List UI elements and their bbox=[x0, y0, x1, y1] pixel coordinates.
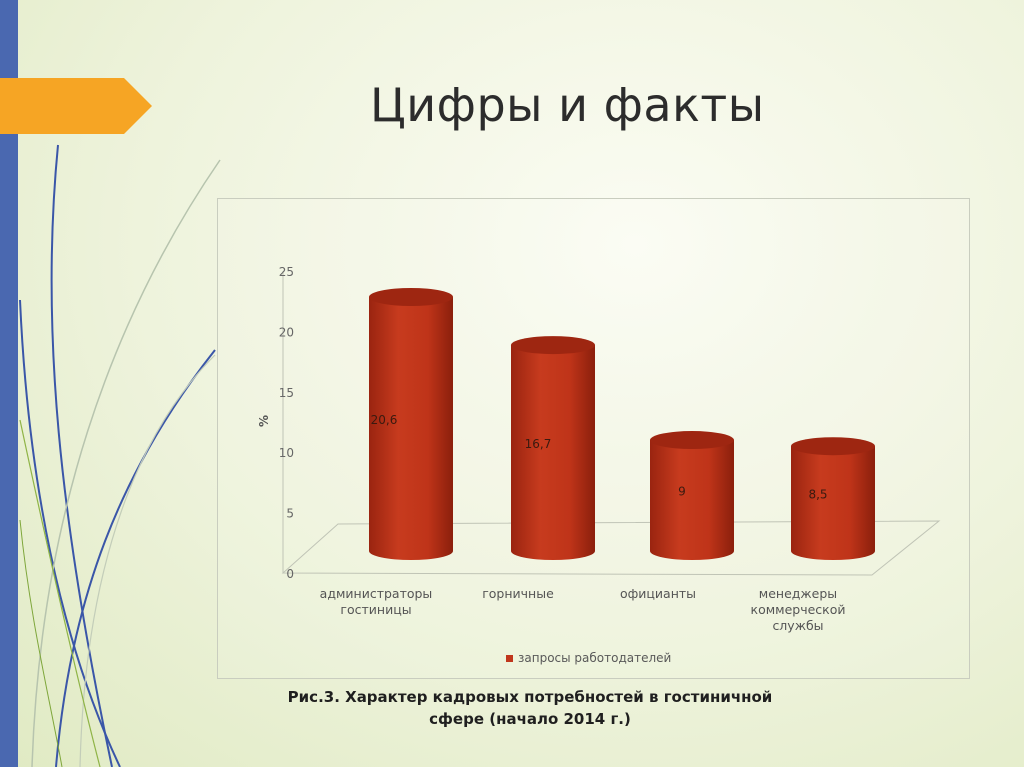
bar-body bbox=[511, 345, 595, 560]
bar-top-cap bbox=[791, 437, 875, 456]
figure-caption: Рис.3. Характер кадровых потребностей в … bbox=[280, 686, 780, 730]
y-tick-label: 10 bbox=[279, 446, 294, 460]
legend-label: запросы работодателей bbox=[518, 651, 671, 665]
bar-value-label: 8,5 bbox=[808, 488, 827, 502]
caption-line-2: сфере (начало 2014 г.) bbox=[429, 710, 631, 728]
x-tick-label: коммерческой bbox=[751, 602, 846, 617]
x-tick-label: службы bbox=[772, 618, 823, 633]
y-tick-label: 5 bbox=[286, 507, 294, 521]
bar: 9 bbox=[650, 431, 734, 560]
bar-top-cap bbox=[650, 431, 734, 450]
x-tick-label: гостиницы bbox=[340, 602, 411, 617]
left-accent-bar bbox=[0, 0, 18, 767]
bar-value-label: 9 bbox=[678, 485, 686, 499]
y-tick-label: 0 bbox=[286, 567, 294, 581]
bar-top-cap bbox=[369, 288, 453, 306]
y-axis-label: % bbox=[257, 415, 271, 427]
bar-body bbox=[791, 446, 875, 560]
bar-value-label: 16,7 bbox=[525, 437, 552, 451]
y-tick-label: 25 bbox=[279, 265, 294, 279]
bar: 16,7 bbox=[511, 336, 595, 560]
decorative-lines bbox=[19, 144, 221, 767]
bar-top-cap bbox=[511, 336, 595, 355]
x-tick-label: официанты bbox=[620, 586, 696, 601]
caption-line-1: Рис.3. Характер кадровых потребностей в … bbox=[287, 688, 773, 706]
bar: 8,5 bbox=[791, 437, 875, 560]
legend-swatch bbox=[506, 655, 513, 662]
bar-body bbox=[369, 297, 453, 560]
bar-value-label: 20,6 bbox=[371, 413, 398, 427]
y-tick-label: 15 bbox=[279, 386, 294, 400]
bar-body bbox=[650, 440, 734, 560]
slide-title: Цифры и факты bbox=[370, 78, 765, 132]
bar: 20,6 bbox=[369, 288, 453, 560]
chart-floor bbox=[281, 520, 941, 576]
x-tick-label: горничные bbox=[482, 586, 554, 601]
y-tick-label: 20 bbox=[279, 325, 294, 339]
orange-arrow-tab bbox=[0, 78, 152, 134]
chart-frame: 0 5 10 15 20 25 % 20,6 16,7 9 8,5 администраторы… bbox=[217, 198, 970, 679]
x-tick-label: администраторы bbox=[320, 586, 433, 601]
bar-chart: 0 5 10 15 20 25 % 20,6 16,7 9 8,5 администраторы… bbox=[257, 265, 941, 665]
x-tick-label: менеджеры bbox=[759, 586, 837, 601]
